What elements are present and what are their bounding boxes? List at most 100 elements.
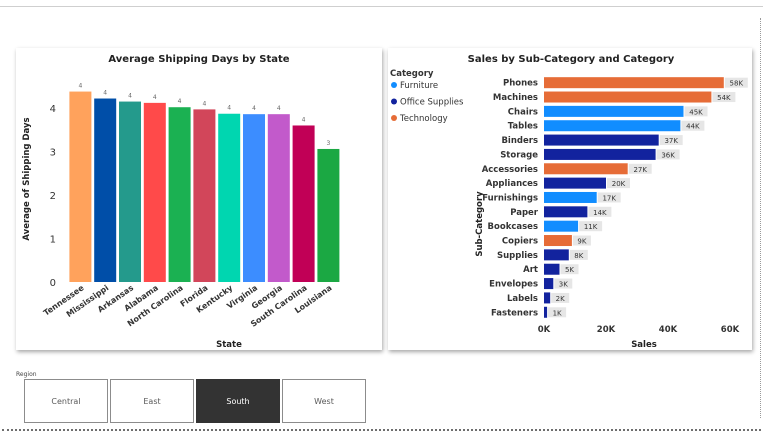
- bar[interactable]: [143, 102, 166, 282]
- bar[interactable]: [544, 134, 659, 146]
- y-tick-label: Art: [523, 265, 538, 275]
- top-bar: [0, 0, 763, 7]
- data-label: 8K: [574, 252, 583, 260]
- bar[interactable]: [544, 191, 597, 203]
- slicer-item-south[interactable]: South: [196, 379, 280, 423]
- sales-by-subcategory-panel[interactable]: Sales by Sub-Category and Category Categ…: [388, 48, 752, 350]
- y-axis-label: Average of Shipping Days: [22, 117, 32, 240]
- slicer-title: Region: [16, 371, 37, 378]
- x-tick-label: 60K: [721, 325, 740, 335]
- bar[interactable]: [544, 278, 554, 290]
- shipping-days-chart: Average Shipping Days by State State Ave…: [22, 54, 340, 350]
- bar[interactable]: [94, 98, 117, 282]
- bar[interactable]: [544, 249, 569, 261]
- chart-title: Sales by Sub-Category and Category: [468, 54, 675, 65]
- data-label: 4: [277, 105, 281, 112]
- bar[interactable]: [544, 105, 684, 117]
- slicer-item-label: Central: [51, 396, 81, 406]
- bar[interactable]: [119, 101, 141, 282]
- data-label: 27K: [633, 166, 647, 174]
- bar[interactable]: [544, 235, 572, 247]
- y-tick-label: Storage: [500, 150, 538, 160]
- data-label: 5K: [565, 266, 574, 274]
- slicer-item-label: South: [226, 396, 250, 406]
- y-tick-label: Tables: [508, 122, 538, 132]
- data-label: 20K: [612, 180, 626, 188]
- legend-label: Technology: [399, 114, 448, 124]
- data-label: 58K: [730, 80, 744, 88]
- y-tick-label: Phones: [503, 79, 538, 89]
- shipping-days-chart-panel[interactable]: Average Shipping Days by State State Ave…: [16, 48, 382, 350]
- data-label-background: [607, 178, 630, 189]
- y-tick-label: Supplies: [497, 251, 538, 261]
- data-label-background: [712, 92, 736, 103]
- data-label: 4: [227, 105, 231, 112]
- data-label: 45K: [689, 108, 703, 116]
- slicer-item-east[interactable]: East: [110, 379, 194, 423]
- slicer-item-west[interactable]: West: [282, 379, 366, 423]
- legend-marker: [391, 82, 397, 88]
- y-tick-label: Accessories: [482, 165, 538, 175]
- data-label: 11K: [584, 223, 598, 231]
- bar[interactable]: [544, 220, 579, 232]
- bar[interactable]: [544, 177, 606, 189]
- legend-marker: [391, 115, 397, 121]
- data-label: 3K: [559, 281, 568, 289]
- slicer-item-label: West: [314, 396, 334, 406]
- data-label-background: [588, 206, 612, 217]
- bar[interactable]: [544, 263, 560, 275]
- data-label: 4: [78, 83, 82, 90]
- y-tick-label: Machines: [493, 93, 538, 103]
- bar[interactable]: [544, 206, 588, 218]
- bar[interactable]: [292, 125, 315, 282]
- data-label: 4: [103, 90, 107, 97]
- bar[interactable]: [544, 120, 681, 132]
- bar[interactable]: [317, 148, 340, 282]
- bar[interactable]: [544, 292, 551, 304]
- bar[interactable]: [544, 148, 656, 160]
- data-label: 4: [252, 105, 256, 112]
- bar[interactable]: [544, 91, 712, 103]
- y-tick-label: Labels: [507, 294, 538, 304]
- x-tick-label: 40K: [659, 325, 678, 335]
- bar[interactable]: [218, 113, 241, 282]
- data-label-background: [656, 149, 680, 160]
- data-label: 36K: [661, 151, 675, 159]
- y-axis-label: Sub-Category: [475, 191, 485, 257]
- data-label: 44K: [686, 123, 700, 131]
- data-label-background: [572, 235, 591, 246]
- bar[interactable]: [168, 107, 191, 282]
- x-axis-label: Sales: [631, 340, 657, 350]
- legend-label: Furniture: [400, 81, 438, 91]
- bar[interactable]: [544, 77, 724, 89]
- x-tick-label: 0K: [538, 325, 551, 335]
- y-tick-label: Paper: [510, 208, 539, 218]
- bar[interactable]: [544, 306, 548, 318]
- data-label-background: [554, 278, 573, 289]
- data-label-background: [548, 307, 567, 318]
- bar[interactable]: [69, 91, 92, 282]
- y-tick-label: Copiers: [502, 237, 538, 247]
- data-label: 4: [153, 94, 157, 101]
- data-label: 14K: [593, 209, 607, 217]
- data-label-background: [724, 77, 748, 88]
- bar[interactable]: [544, 163, 628, 175]
- y-tick-label: Fasteners: [491, 308, 538, 318]
- y-tick-label: 0: [50, 278, 56, 289]
- data-label: 3: [326, 140, 330, 147]
- bar[interactable]: [267, 114, 290, 282]
- y-tick-label: Envelopes: [489, 280, 538, 290]
- legend-label: Office Supplies: [400, 98, 464, 108]
- slicer-item-central[interactable]: Central: [24, 379, 108, 423]
- sales-by-subcategory-chart: Sales by Sub-Category and Category Categ…: [390, 54, 748, 350]
- data-label: 17K: [602, 194, 616, 202]
- chart-title: Average Shipping Days by State: [108, 54, 289, 65]
- data-label: 2K: [556, 295, 565, 303]
- y-tick-label: 1: [50, 235, 56, 246]
- y-tick-label: 2: [50, 191, 56, 202]
- bar[interactable]: [193, 109, 216, 283]
- data-label: 4: [202, 100, 206, 107]
- data-label-background: [551, 292, 570, 303]
- slicer-item-label: East: [143, 396, 161, 406]
- bar[interactable]: [243, 114, 265, 282]
